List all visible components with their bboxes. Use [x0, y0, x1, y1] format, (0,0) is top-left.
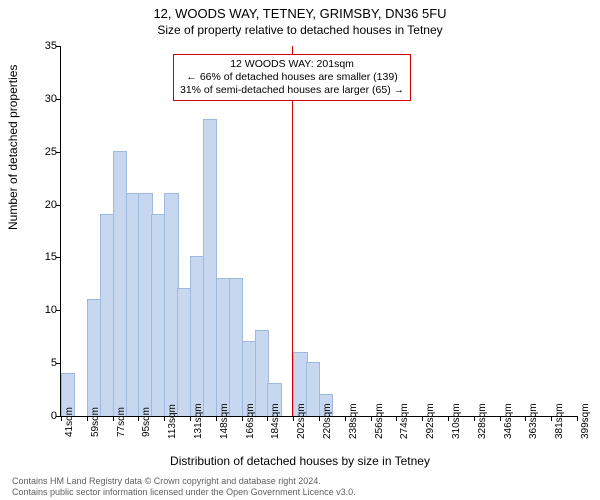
x-tick-label: 346sqm [503, 407, 514, 439]
x-tick-label: 41sqm [64, 407, 75, 439]
x-tick-mark [242, 416, 243, 421]
y-tick-mark [56, 363, 61, 364]
annotation-line: 31% of semi-detached houses are larger (… [180, 84, 404, 97]
x-tick-label: 220sqm [322, 407, 333, 439]
y-tick-label: 10 [29, 304, 57, 316]
x-tick-label: 148sqm [219, 407, 230, 439]
chart-subtitle: Size of property relative to detached ho… [0, 21, 600, 37]
x-tick-mark [216, 416, 217, 421]
y-tick-label: 15 [29, 251, 57, 263]
x-tick-mark [138, 416, 139, 421]
y-tick-label: 5 [29, 357, 57, 369]
x-tick-mark [319, 416, 320, 421]
x-tick-label: 310sqm [451, 407, 462, 439]
x-tick-mark [396, 416, 397, 421]
footer-line: Contains HM Land Registry data © Crown c… [12, 476, 356, 487]
y-tick-label: 35 [29, 40, 57, 52]
footer-attribution: Contains HM Land Registry data © Crown c… [12, 476, 356, 498]
y-tick-mark [56, 257, 61, 258]
x-tick-label: 184sqm [270, 407, 281, 439]
x-tick-label: 166sqm [245, 407, 256, 439]
x-axis-label: Distribution of detached houses by size … [0, 454, 600, 468]
y-tick-label: 25 [29, 146, 57, 158]
y-axis-label: Number of detached properties [6, 65, 20, 230]
x-tick-label: 363sqm [528, 407, 539, 439]
y-tick-label: 30 [29, 93, 57, 105]
plot-area: 0510152025303541sqm59sqm77sqm95sqm113sqm… [60, 46, 577, 417]
x-tick-mark [267, 416, 268, 421]
x-tick-mark [525, 416, 526, 421]
y-tick-mark [56, 99, 61, 100]
x-tick-label: 274sqm [399, 407, 410, 439]
annotation-box: 12 WOODS WAY: 201sqm← 66% of detached ho… [173, 54, 411, 101]
x-tick-mark [551, 416, 552, 421]
x-tick-mark [500, 416, 501, 421]
x-tick-mark [293, 416, 294, 421]
marker-line [292, 46, 293, 416]
x-tick-label: 381sqm [554, 407, 565, 439]
chart-title: 12, WOODS WAY, TETNEY, GRIMSBY, DN36 5FU [0, 0, 600, 21]
x-tick-mark [113, 416, 114, 421]
x-tick-label: 131sqm [193, 407, 204, 439]
x-tick-mark [474, 416, 475, 421]
x-tick-mark [577, 416, 578, 421]
x-tick-mark [448, 416, 449, 421]
x-tick-mark [61, 416, 62, 421]
y-tick-mark [56, 205, 61, 206]
x-tick-label: 238sqm [348, 407, 359, 439]
x-tick-label: 77sqm [116, 407, 127, 439]
x-tick-label: 399sqm [580, 407, 591, 439]
x-tick-label: 95sqm [141, 407, 152, 439]
footer-line: Contains public sector information licen… [12, 487, 356, 498]
y-tick-mark [56, 46, 61, 47]
x-tick-mark [345, 416, 346, 421]
x-tick-label: 292sqm [425, 407, 436, 439]
x-tick-mark [190, 416, 191, 421]
x-tick-label: 113sqm [167, 407, 178, 439]
y-tick-label: 0 [29, 410, 57, 422]
x-tick-label: 59sqm [90, 407, 101, 439]
x-tick-label: 328sqm [477, 407, 488, 439]
y-tick-label: 20 [29, 199, 57, 211]
annotation-line: ← 66% of detached houses are smaller (13… [180, 71, 404, 84]
x-tick-mark [164, 416, 165, 421]
y-tick-mark [56, 152, 61, 153]
x-tick-mark [422, 416, 423, 421]
x-tick-mark [371, 416, 372, 421]
y-tick-mark [56, 310, 61, 311]
annotation-line: 12 WOODS WAY: 201sqm [180, 58, 404, 71]
x-tick-mark [87, 416, 88, 421]
chart-container: 12, WOODS WAY, TETNEY, GRIMSBY, DN36 5FU… [0, 0, 600, 500]
x-tick-label: 256sqm [374, 407, 385, 439]
x-tick-label: 202sqm [296, 407, 307, 439]
